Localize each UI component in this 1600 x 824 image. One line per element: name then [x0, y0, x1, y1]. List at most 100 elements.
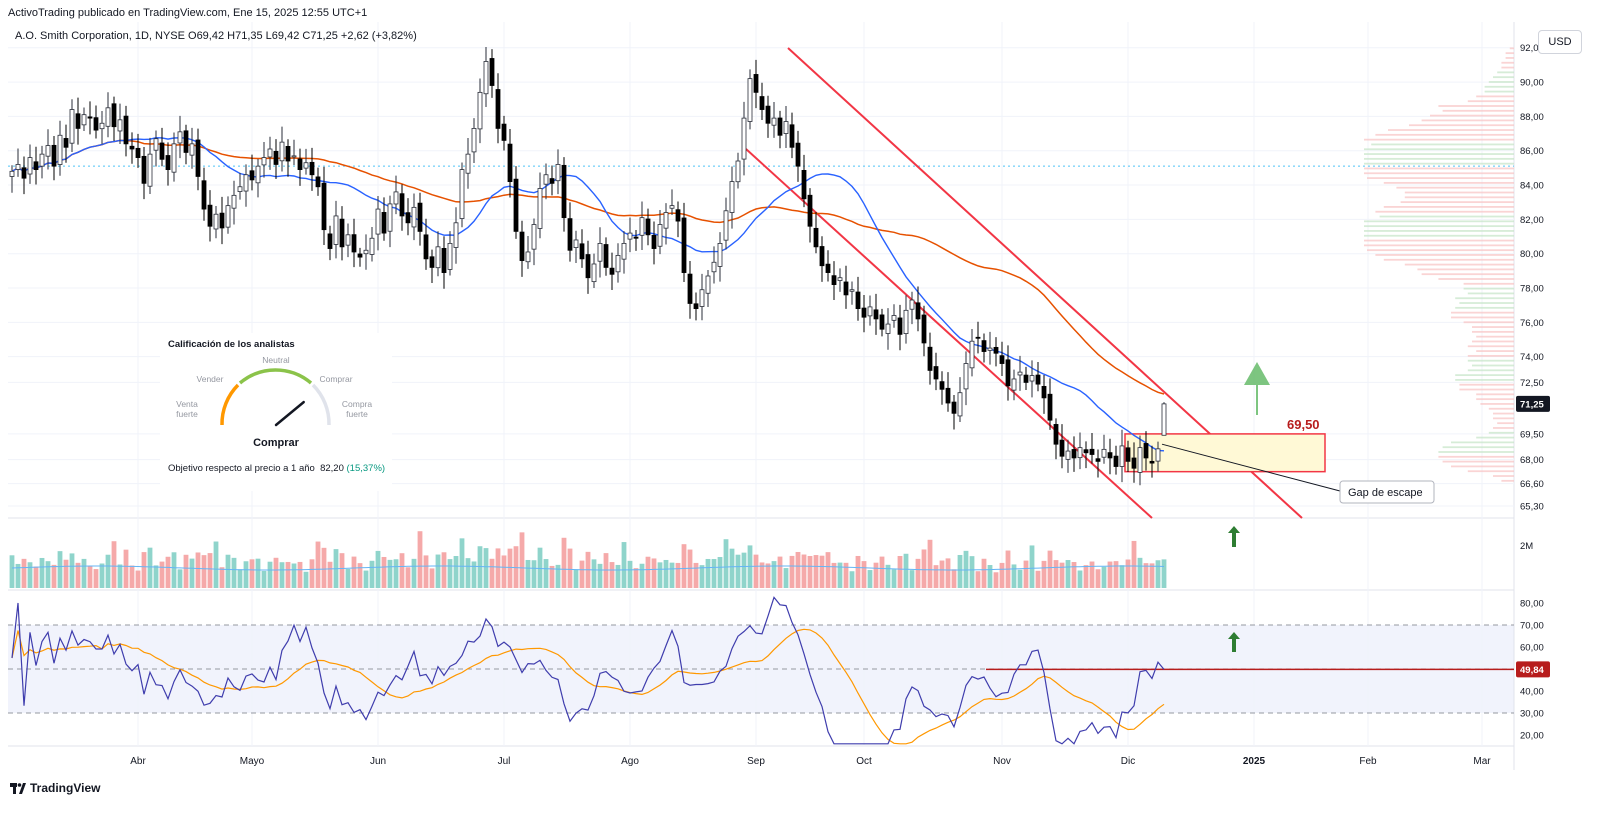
volume-profile-bar	[1476, 335, 1514, 338]
volume-bar	[267, 561, 273, 588]
logo-text: TradingView	[30, 781, 101, 795]
volume-bar	[1077, 570, 1083, 588]
candle-body	[819, 246, 825, 267]
rsi-last-tag	[1516, 661, 1550, 678]
candle-body	[759, 96, 765, 110]
volume-bar	[651, 558, 657, 588]
candle-body	[1143, 443, 1149, 459]
candle-body	[693, 303, 699, 310]
time-tick-label-5: Sep	[747, 756, 765, 767]
volume-bar	[75, 562, 81, 588]
volume-bar	[843, 562, 849, 588]
candle-body	[507, 143, 513, 183]
candle-body	[549, 178, 555, 184]
candle-body	[327, 233, 333, 249]
rsi-tick-label-4: 40,00	[1520, 687, 1544, 698]
candle-body	[471, 128, 477, 153]
volume-bar	[609, 562, 615, 588]
volume-bar	[681, 544, 687, 588]
volume-bar	[927, 539, 933, 588]
candle-body	[111, 103, 117, 128]
candle-body	[213, 213, 219, 230]
volume-profile-bar	[1451, 465, 1514, 468]
candle-body	[285, 146, 291, 162]
candle-body	[1029, 375, 1035, 382]
volume-bar	[183, 554, 189, 588]
volume-bar	[615, 564, 621, 588]
volume-profile-bar	[1383, 181, 1514, 184]
volume-bar	[321, 547, 327, 588]
volume-bar	[81, 558, 87, 588]
candle-body	[1083, 449, 1089, 454]
consolidation-zone	[1124, 433, 1326, 473]
time-tick-label-8: Dic	[1121, 756, 1135, 767]
candle-body	[375, 208, 381, 235]
volume-bar	[657, 562, 663, 588]
candle-body	[363, 249, 369, 255]
candle-body	[513, 178, 519, 232]
volume-bar	[819, 555, 825, 588]
candle-body	[537, 188, 543, 229]
price-tick-label-1: 90,00	[1520, 78, 1544, 89]
candle-body	[1011, 378, 1017, 391]
volume-bar	[1113, 561, 1119, 588]
candle-body	[933, 366, 939, 380]
candle-body	[825, 263, 831, 273]
candle-body	[729, 181, 735, 213]
candle-body	[267, 148, 273, 158]
volume-bar	[543, 559, 549, 588]
volume-bar	[945, 558, 951, 588]
time-tick-label-10: Feb	[1359, 756, 1377, 767]
candle-body	[597, 242, 603, 262]
candle-body	[957, 392, 963, 417]
time-tick-label-7: Nov	[993, 756, 1011, 767]
time-tick-label-2: Jun	[370, 756, 386, 767]
volume-bar	[435, 554, 441, 588]
candle-body	[273, 150, 279, 165]
volume-bar	[963, 550, 969, 588]
candle-body	[255, 165, 261, 184]
candle-body	[243, 174, 249, 192]
volume-profile-bar	[1421, 273, 1514, 276]
volume-profile-bar	[1383, 206, 1514, 208]
volume-profile-bar	[1396, 186, 1514, 189]
volume-bar	[213, 541, 219, 588]
candle-body	[81, 114, 87, 126]
candle-body	[441, 248, 447, 273]
volume-profile-bar	[1451, 311, 1514, 314]
currency-button[interactable]: USD	[1538, 30, 1582, 54]
volume-bar	[99, 563, 105, 588]
volume-profile-bar	[1430, 114, 1514, 117]
volume-profile-bar	[1505, 57, 1514, 59]
candle-body	[1161, 403, 1167, 436]
volume-profile-bar	[1417, 268, 1514, 271]
candle-body	[879, 314, 885, 330]
price-tick-label-11: 69,50	[1520, 429, 1544, 440]
volume-profile-bar	[1467, 354, 1514, 357]
candle-body	[993, 346, 999, 354]
volume-bar	[123, 549, 129, 588]
candle-body	[1137, 447, 1143, 473]
candle-body	[765, 105, 771, 124]
volume-bar	[291, 563, 297, 588]
candle-body	[861, 307, 867, 318]
candle-body	[1023, 374, 1029, 383]
volume-bar	[741, 552, 747, 588]
candle-body	[21, 167, 27, 179]
candle-body	[483, 61, 489, 95]
candle-body	[129, 145, 135, 150]
volume-bar	[1125, 559, 1131, 588]
volume-bar	[423, 555, 429, 588]
time-tick-label-11: Mar	[1473, 756, 1491, 767]
callout-box	[1339, 480, 1435, 504]
volume-bar	[111, 541, 117, 588]
rsi-line	[11, 596, 1165, 745]
volume-bar	[525, 559, 531, 588]
candle-body	[261, 157, 267, 166]
volume-profile-bar	[1463, 287, 1514, 290]
candle-body	[843, 281, 849, 296]
candle-body	[75, 113, 81, 129]
candle-body	[561, 164, 567, 219]
